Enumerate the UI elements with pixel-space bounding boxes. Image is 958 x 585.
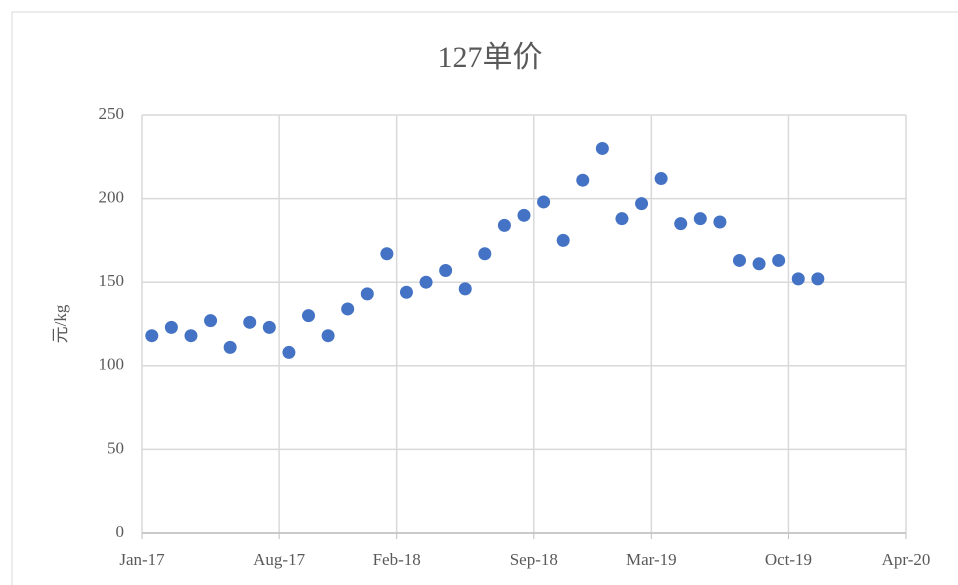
- point: [321, 329, 335, 343]
- point: [772, 253, 786, 267]
- point: [732, 253, 746, 267]
- point: [556, 233, 570, 247]
- point: [635, 197, 649, 211]
- x-tick-label: Apr-20: [882, 550, 931, 569]
- point: [243, 315, 257, 329]
- point: [282, 345, 296, 359]
- x-tick-label: Oct-19: [765, 550, 812, 569]
- point: [791, 272, 805, 286]
- point: [302, 309, 316, 323]
- y-tick-label: 0: [116, 522, 125, 541]
- point: [360, 287, 374, 301]
- point: [262, 320, 276, 334]
- point: [399, 285, 413, 299]
- chart-frame: [11, 11, 958, 585]
- y-tick-label: 250: [99, 104, 125, 123]
- y-tick-label: 200: [99, 188, 125, 207]
- point: [184, 329, 198, 343]
- point: [576, 173, 590, 187]
- point: [654, 172, 668, 186]
- point: [537, 195, 551, 209]
- x-tick-label: Aug-17: [253, 550, 305, 569]
- point: [341, 302, 355, 316]
- point: [811, 272, 825, 286]
- x-tick-label: Jan-17: [119, 550, 165, 569]
- x-tick-label: Feb-18: [373, 550, 421, 569]
- x-tick-label: Sep-18: [510, 550, 558, 569]
- y-axis-label: 元/kg: [51, 304, 70, 343]
- point: [419, 275, 433, 289]
- y-tick-label: 150: [99, 271, 125, 290]
- point: [752, 257, 766, 271]
- point: [380, 247, 394, 261]
- point: [615, 212, 629, 226]
- point: [713, 215, 727, 229]
- point: [517, 208, 531, 222]
- point: [145, 329, 159, 343]
- point: [458, 282, 472, 296]
- point: [478, 247, 492, 261]
- chart-title: 127单价: [438, 41, 543, 74]
- x-tick-label: Mar-19: [626, 550, 677, 569]
- point: [693, 212, 707, 226]
- point: [595, 141, 609, 155]
- point: [164, 320, 178, 334]
- point: [497, 218, 511, 232]
- point: [674, 217, 688, 231]
- y-tick-label: 100: [99, 355, 125, 374]
- point: [204, 314, 218, 328]
- point: [439, 263, 453, 277]
- y-tick-label: 50: [107, 438, 124, 457]
- point: [223, 340, 237, 354]
